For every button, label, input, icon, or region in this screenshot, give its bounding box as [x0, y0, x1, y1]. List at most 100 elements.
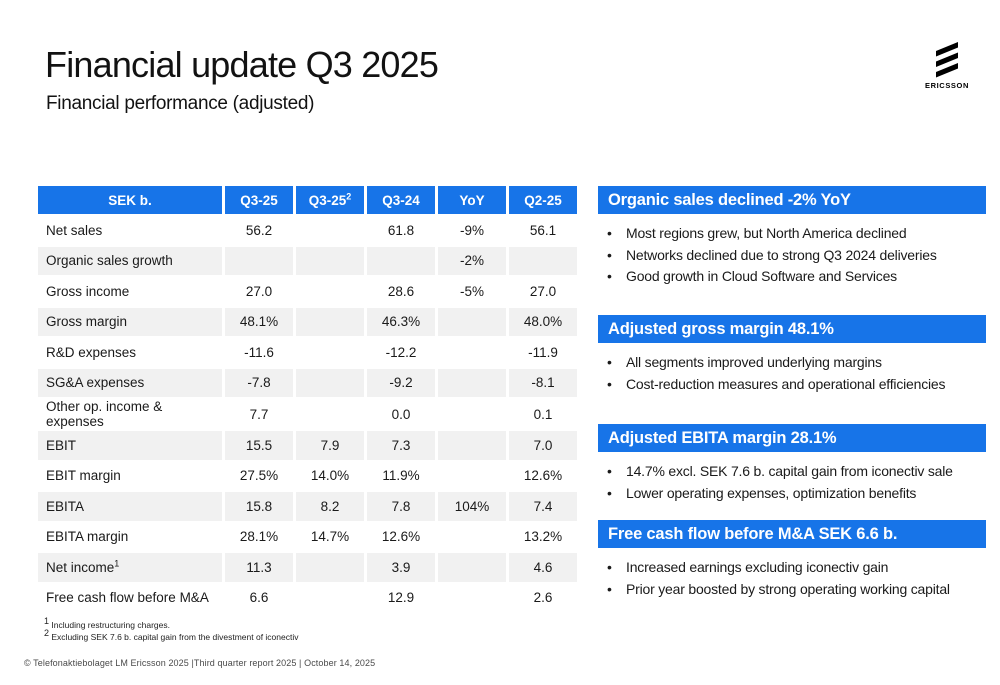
cell-q2-25: 7.0 [509, 431, 577, 460]
cell-q3-25-adjusted [296, 246, 364, 275]
table-row: Organic sales growth -2% [38, 246, 577, 275]
cell-q3-24 [367, 246, 435, 275]
cell-q3-25: -11.6 [225, 338, 293, 367]
cell-q3-25-adjusted [296, 553, 364, 582]
table-header-row: SEK b. Q3-25 Q3-252 Q3-24 YoY Q2-25 [38, 186, 577, 214]
column-header: Q2-25 [509, 186, 577, 214]
cell-q3-25-adjusted [296, 338, 364, 367]
callout-bullet: • 14.7% excl. SEK 7.6 b. capital gain fro… [598, 461, 986, 483]
bullet-text: Networks declined due to strong Q3 2024 … [626, 246, 937, 263]
row-label: Free cash flow before M&A [38, 583, 222, 612]
bullet-text: Increased earnings excluding iconectiv g… [626, 559, 889, 575]
cell-q3-25: 7.7 [225, 399, 293, 429]
bullet-text: Lower operating expenses, optimization b… [626, 484, 917, 501]
cell-q3-24: 46.3% [367, 307, 435, 336]
cell-yoy: -5% [438, 277, 506, 306]
footnote-line: 1 Including restructuring charges. [44, 616, 170, 630]
cell-q3-25: 15.8 [225, 492, 293, 521]
cell-q2-25: -11.9 [509, 338, 577, 367]
cell-q3-25-adjusted: 7.9 [296, 431, 364, 460]
cell-q3-24: 11.9% [367, 461, 435, 490]
callout-bullets: • Most regions grew, but North America de… [598, 223, 986, 288]
footer-copyright: © Telefonaktiebolaget LM Ericsson 2025 |… [24, 658, 376, 668]
row-label: Gross margin [38, 307, 222, 336]
cell-q2-25: 27.0 [509, 277, 577, 306]
cell-q3-25: 6.6 [225, 583, 293, 612]
bullet-text: Good growth in Cloud Software and Servic… [626, 268, 897, 284]
bullet-icon: • [607, 225, 612, 241]
cell-q3-25-adjusted: 8.2 [296, 492, 364, 521]
column-header: Q3-24 [367, 186, 435, 214]
cell-q2-25: 12.6% [509, 461, 577, 490]
cell-q3-24: 0.0 [367, 399, 435, 429]
table-row: Gross income 27.0 28.6 -5% 27.0 [38, 277, 577, 306]
cell-q3-25 [225, 246, 293, 275]
cell-yoy [438, 461, 506, 490]
callout-title: Adjusted EBITA margin 28.1% [608, 428, 837, 447]
cell-q2-25: 4.6 [509, 553, 577, 582]
cell-yoy [438, 553, 506, 582]
table-row: EBIT margin 27.5% 14.0% 11.9% 12.6% [38, 461, 577, 490]
cell-q3-25-adjusted [296, 307, 364, 336]
cell-q3-24: 12.6% [367, 522, 435, 551]
cell-q3-25: -7.8 [225, 368, 293, 397]
callout-bullets: • Increased earnings excluding iconectiv … [598, 557, 986, 600]
row-label: Other op. income & expenses [38, 399, 222, 429]
cell-q3-25: 56.2 [225, 216, 293, 245]
cell-q3-25: 15.5 [225, 431, 293, 460]
cell-q2-25: -8.1 [509, 368, 577, 397]
page-title: Financial update Q3 2025 [45, 44, 439, 85]
table-row: Net sales 56.2 61.8 -9% 56.1 [38, 216, 577, 245]
cell-q3-25: 28.1% [225, 522, 293, 551]
table-row: EBITA 15.8 8.2 7.8 104% 7.4 [38, 492, 577, 521]
cell-q3-24: 3.9 [367, 553, 435, 582]
ericsson-logo-word: ERICSSON [925, 81, 969, 90]
title-block: Financial update Q3 2025 Financial perfo… [45, 44, 439, 115]
table-row: Net income1 11.3 3.9 4.6 [38, 553, 577, 582]
cell-q3-25: 11.3 [225, 553, 293, 582]
column-header: SEK b. [38, 186, 222, 214]
cell-q3-24: -12.2 [367, 338, 435, 367]
bullet-icon: • [607, 246, 612, 263]
ericsson-logo-icon [936, 42, 958, 78]
callout-bullets: • All segments improved underlying margin… [598, 352, 986, 395]
cell-q3-24: 12.9 [367, 583, 435, 612]
callout-bullet: • Good growth in Cloud Software and Servi… [598, 266, 986, 288]
cell-q3-25-adjusted: 14.0% [296, 461, 364, 490]
bullet-icon: • [607, 484, 612, 501]
table-row: R&D expenses -11.6 -12.2 -11.9 [38, 338, 577, 367]
callout-section: Adjusted gross margin 48.1% • All segment… [598, 315, 986, 395]
callout-banner: Organic sales declined -2% YoY [598, 186, 986, 214]
callout-section: Organic sales declined -2% YoY • Most reg… [598, 186, 986, 288]
callout-bullet: • Increased earnings excluding iconectiv … [598, 557, 986, 579]
callouts-panel: Organic sales declined -2% YoY • Most reg… [598, 186, 986, 626]
table-row: EBIT 15.5 7.9 7.3 7.0 [38, 431, 577, 460]
row-label: Organic sales growth [38, 246, 222, 275]
callout-bullet: • Most regions grew, but North America de… [598, 223, 986, 245]
financial-table: SEK b. Q3-25 Q3-252 Q3-24 YoY Q2-25 Net sales… [35, 184, 580, 614]
cell-yoy [438, 583, 506, 612]
callout-bullet: • Networks declined due to strong Q3 2024… [598, 245, 986, 267]
cell-yoy [438, 338, 506, 367]
callout-banner: Free cash flow before M&A SEK 6.6 b. [598, 520, 986, 548]
cell-yoy [438, 522, 506, 551]
bullet-icon: • [607, 463, 612, 479]
bullet-icon: • [607, 375, 612, 392]
bullet-icon: • [607, 354, 612, 370]
callout-banner: Adjusted EBITA margin 28.1% [598, 424, 986, 452]
column-header: YoY [438, 186, 506, 214]
bullet-icon: • [607, 580, 612, 597]
cell-q3-24: -9.2 [367, 368, 435, 397]
cell-q3-25: 27.0 [225, 277, 293, 306]
cell-q3-25-adjusted [296, 399, 364, 429]
row-label: SG&A expenses [38, 368, 222, 397]
cell-yoy: 104% [438, 492, 506, 521]
row-label: EBITA margin [38, 522, 222, 551]
cell-q3-24: 61.8 [367, 216, 435, 245]
cell-q2-25: 2.6 [509, 583, 577, 612]
row-label: EBIT margin [38, 461, 222, 490]
callout-title: Adjusted gross margin 48.1% [608, 319, 834, 338]
table-row: Gross margin 48.1% 46.3% 48.0% [38, 307, 577, 336]
cell-yoy [438, 307, 506, 336]
table-row: EBITA margin 28.1% 14.7% 12.6% 13.2% [38, 522, 577, 551]
